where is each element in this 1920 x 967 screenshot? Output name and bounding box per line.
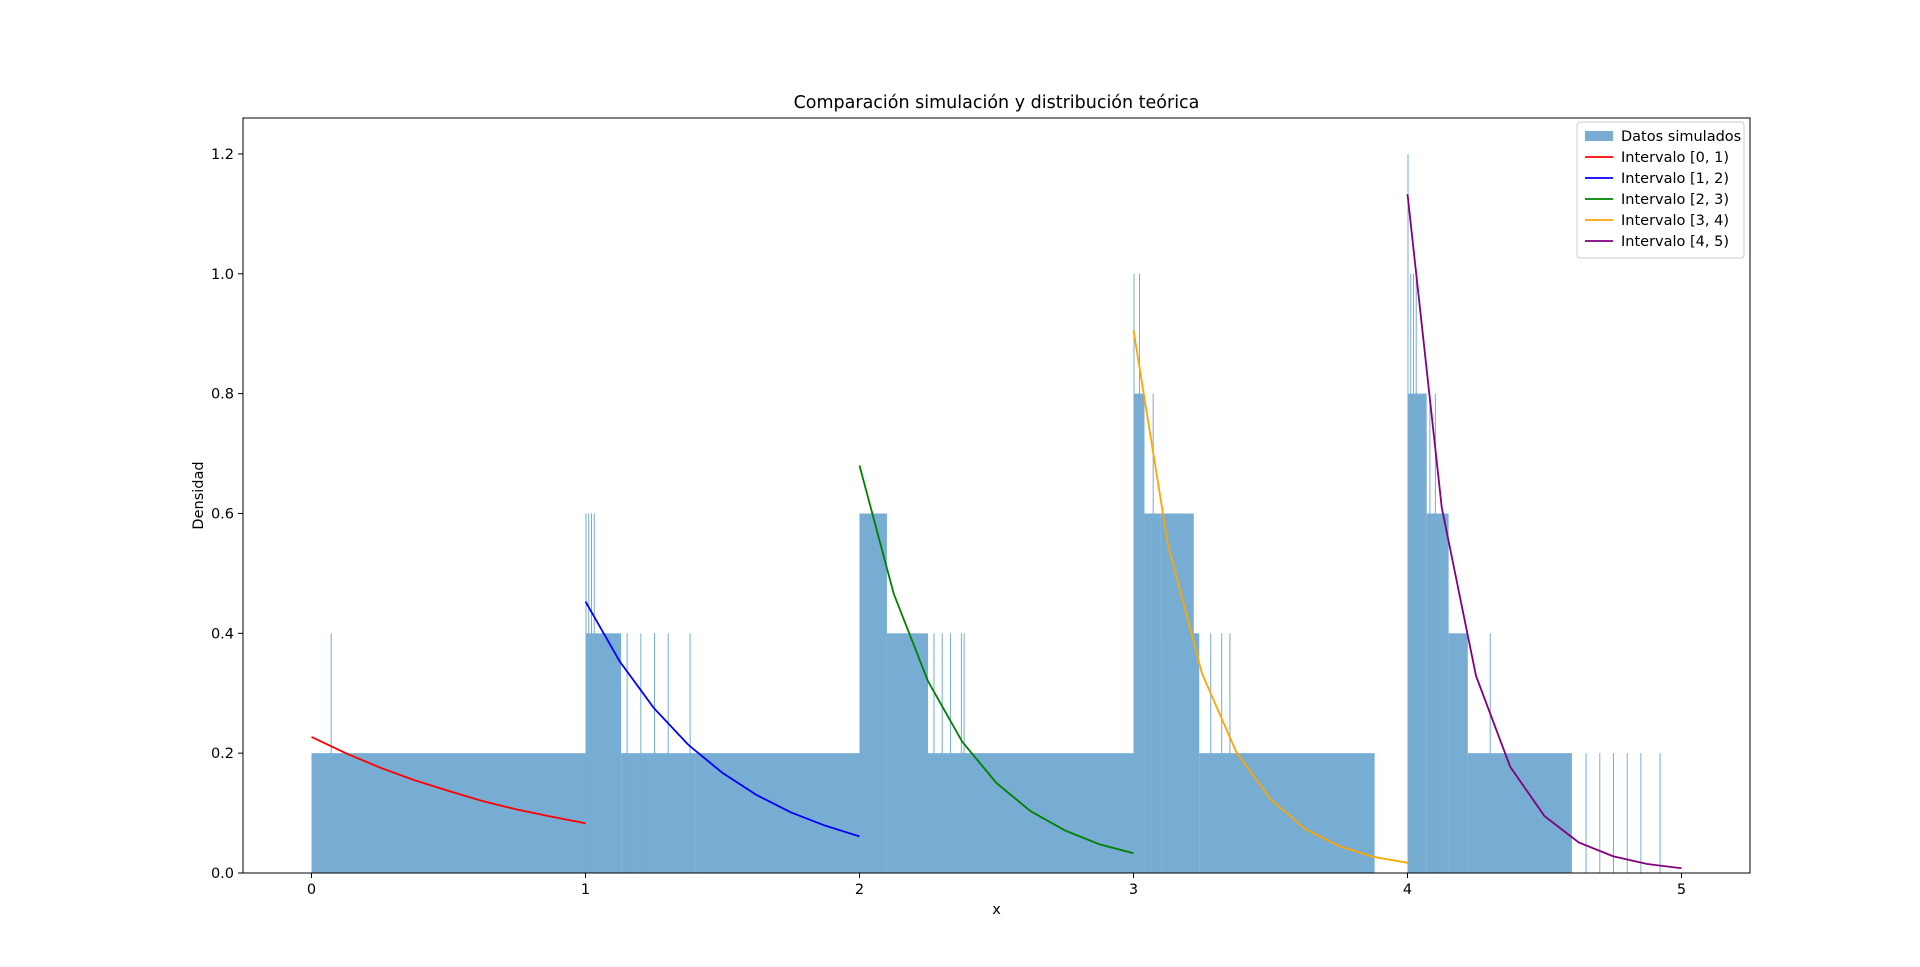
histogram-bar <box>928 753 1134 873</box>
histogram-bar <box>1138 273 1140 873</box>
histogram-bar <box>585 633 594 873</box>
histogram-bar <box>640 633 642 873</box>
histogram-bar <box>960 633 962 873</box>
legend: Datos simulados Intervalo [0, 1) Intervalo… <box>1576 121 1745 259</box>
histogram-bar <box>588 513 590 873</box>
histogram-bar <box>1429 393 1431 873</box>
histogram-bar <box>933 633 935 873</box>
histogram-bar <box>590 513 592 873</box>
histogram-bar <box>941 633 943 873</box>
histogram-bar <box>1426 513 1449 873</box>
histogram-bar <box>1059 753 1061 873</box>
legend-swatch <box>1585 131 1613 141</box>
histogram-bar <box>1221 633 1223 873</box>
legend-entry: Intervalo [2, 3) <box>1621 192 1729 208</box>
plot-area <box>311 153 1682 873</box>
histogram-bar <box>949 633 951 873</box>
histogram-bar <box>1410 273 1412 873</box>
curve-intervalo-4-5 <box>1406 194 1682 870</box>
histogram-bar <box>1585 753 1587 873</box>
histogram-bar <box>1152 393 1154 873</box>
x-tick-label: 1 <box>581 882 590 898</box>
legend-entry: Intervalo [1, 2) <box>1621 171 1729 187</box>
legend-box <box>1576 121 1745 259</box>
histogram-bar <box>1144 513 1161 873</box>
y-tick-label: 0.4 <box>211 626 234 642</box>
chart-title: Comparación simulación y distribución te… <box>794 93 1200 113</box>
legend-entry: Datos simulados <box>1621 129 1741 145</box>
curve-intervalo-1-2 <box>584 601 860 838</box>
histogram-bar <box>330 633 332 873</box>
histogram-bar <box>1412 273 1414 873</box>
histogram-bar <box>626 633 628 873</box>
histogram-bar <box>593 633 622 873</box>
y-tick-label: 1.2 <box>211 147 234 163</box>
legend-entry: Intervalo [4, 5) <box>1621 234 1729 250</box>
histogram-bar <box>963 633 965 873</box>
histogram-bar <box>1599 753 1601 873</box>
histogram-bar <box>1407 393 1427 873</box>
histogram-bar <box>1659 753 1661 873</box>
y-tick-label: 0.2 <box>211 746 234 762</box>
histogram-bar <box>1160 633 1200 873</box>
curve-intervalo-2-3 <box>858 465 1134 855</box>
histogram-bar <box>1407 153 1409 873</box>
histogram-bar <box>1626 753 1628 873</box>
x-tick-label: 4 <box>1403 882 1412 898</box>
x-tick-label: 3 <box>1129 882 1138 898</box>
x-axis-label: x <box>992 902 1001 918</box>
x-axis-ticks: 0 1 2 3 4 5 <box>307 873 1686 898</box>
histogram-bar <box>1415 273 1417 873</box>
histogram-bar <box>1448 633 1468 873</box>
histogram-bar <box>859 513 887 873</box>
legend-entry: Intervalo [0, 1) <box>1621 150 1729 166</box>
histogram-bar <box>1489 633 1491 873</box>
y-tick-label: 0.6 <box>211 506 234 522</box>
histogram-bar <box>654 633 655 873</box>
histogram-bar <box>689 633 691 873</box>
histogram-bar <box>1229 633 1231 873</box>
histogram-bar <box>1133 273 1135 873</box>
y-axis-label: Densidad <box>191 461 207 529</box>
histogram-bar <box>1640 753 1642 873</box>
axes-frame <box>242 117 1751 874</box>
curve-intervalo-3-4 <box>1132 329 1408 864</box>
curve-intervalo-0-1 <box>311 736 586 825</box>
histogram-bar <box>1065 753 1066 873</box>
x-tick-label: 0 <box>307 882 316 898</box>
histogram-bar <box>311 753 586 873</box>
histogram-bars <box>311 153 1661 873</box>
y-tick-label: 0.0 <box>211 866 234 882</box>
y-axis-ticks: 0.0 0.2 0.4 0.6 0.8 1.0 1.2 <box>211 147 243 882</box>
legend-entry: Intervalo [3, 4) <box>1621 213 1729 229</box>
histogram-bar <box>621 753 696 873</box>
x-tick-label: 5 <box>1677 882 1686 898</box>
histogram-bar <box>1613 753 1614 873</box>
histogram-bar <box>1434 393 1436 873</box>
y-tick-label: 1.0 <box>211 267 234 283</box>
histogram-bar <box>1210 633 1212 873</box>
histogram-bar <box>886 633 928 873</box>
x-tick-label: 2 <box>855 882 864 898</box>
histogram-bar <box>585 513 587 873</box>
theoretical-curves <box>311 194 1682 870</box>
histogram-bar <box>667 633 669 873</box>
y-tick-label: 0.8 <box>211 387 234 403</box>
histogram-bar <box>1467 753 1572 873</box>
